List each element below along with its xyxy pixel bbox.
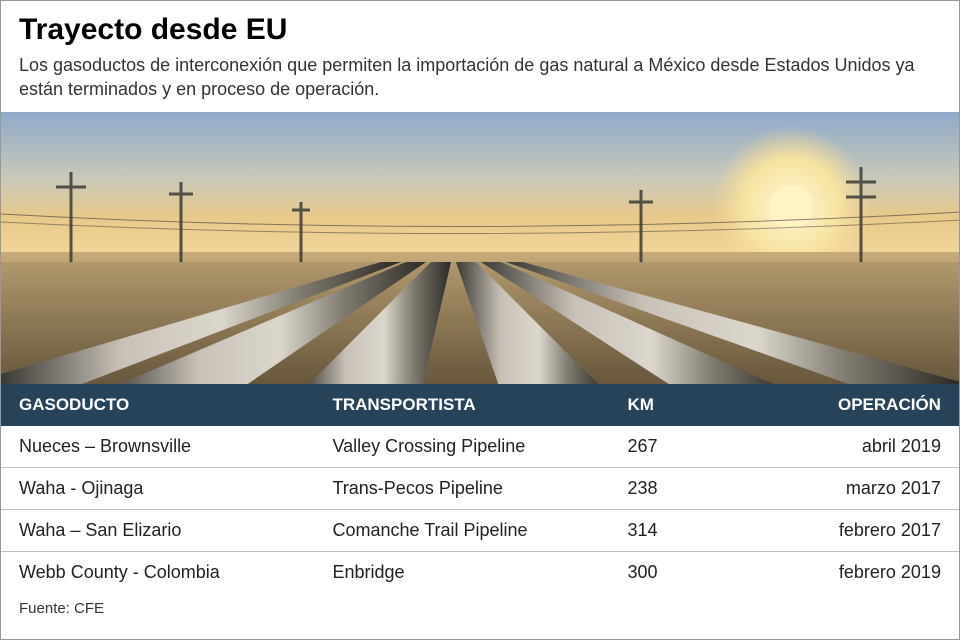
cell-km: 300 — [628, 562, 739, 583]
page-title: Trayecto desde EU — [19, 13, 941, 47]
cell-gasoducto: Waha – San Elizario — [19, 520, 332, 541]
cell-transportista: Valley Crossing Pipeline — [332, 436, 627, 457]
hero-image-pipeline-sunset — [1, 112, 959, 384]
table-header-row: GASODUCTO TRANSPORTISTA KM OPERACIÓN — [1, 384, 959, 426]
col-header-gasoducto: GASODUCTO — [19, 395, 332, 415]
cell-gasoducto: Nueces – Brownsville — [19, 436, 332, 457]
page-subtitle: Los gasoductos de interconexión que perm… — [19, 53, 941, 102]
cell-transportista: Comanche Trail Pipeline — [332, 520, 627, 541]
table-row: Nueces – Brownsville Valley Crossing Pip… — [1, 426, 959, 468]
col-header-transportista: TRANSPORTISTA — [332, 395, 627, 415]
source-label: Fuente: CFE — [1, 594, 959, 623]
cell-operacion: marzo 2017 — [738, 478, 941, 499]
cell-operacion: febrero 2019 — [738, 562, 941, 583]
table-row: Webb County - Colombia Enbridge 300 febr… — [1, 552, 959, 594]
cell-km: 267 — [628, 436, 739, 457]
cell-operacion: febrero 2017 — [738, 520, 941, 541]
cell-km: 314 — [628, 520, 739, 541]
table-row: Waha – San Elizario Comanche Trail Pipel… — [1, 510, 959, 552]
cell-km: 238 — [628, 478, 739, 499]
col-header-km: KM — [628, 395, 739, 415]
cell-transportista: Enbridge — [332, 562, 627, 583]
cell-gasoducto: Waha - Ojinaga — [19, 478, 332, 499]
header: Trayecto desde EU Los gasoductos de inte… — [1, 1, 959, 112]
cell-operacion: abril 2019 — [738, 436, 941, 457]
col-header-operacion: OPERACIÓN — [738, 395, 941, 415]
table-row: Waha - Ojinaga Trans-Pecos Pipeline 238 … — [1, 468, 959, 510]
cell-gasoducto: Webb County - Colombia — [19, 562, 332, 583]
cell-transportista: Trans-Pecos Pipeline — [332, 478, 627, 499]
